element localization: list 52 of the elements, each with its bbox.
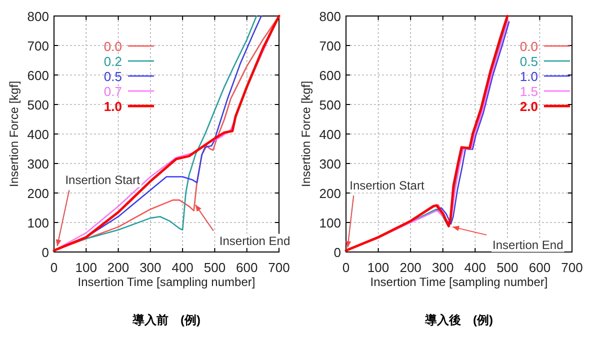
- x-axis-title: Insertion Time [sampling number]: [370, 275, 548, 289]
- y-tick-label: 300: [319, 156, 341, 172]
- y-tick-label: 800: [319, 9, 341, 24]
- legend-label: 1.5: [520, 84, 538, 99]
- y-tick-label: 300: [27, 156, 49, 172]
- x-tick-label: 400: [464, 260, 486, 275]
- legend-label: 0.0: [104, 39, 122, 54]
- y-tick-label: 700: [27, 38, 49, 54]
- legend-label: 0.2: [104, 54, 122, 69]
- annotation: Insertion End: [492, 238, 564, 252]
- y-axis-title: Insertion Force [kgf]: [299, 80, 313, 188]
- x-tick-label: 100: [367, 260, 390, 275]
- legend-label: 0.0: [520, 39, 538, 54]
- x-tick-label: 700: [268, 260, 290, 275]
- x-tick-label: 300: [432, 260, 454, 275]
- legend-label: 2.0: [520, 99, 538, 114]
- legend-label: 0.5: [520, 54, 538, 69]
- y-tick-label: 200: [27, 186, 49, 201]
- annotation: Insertion Start: [350, 178, 425, 193]
- x-tick-label: 700: [561, 260, 583, 275]
- y-tick-label: 200: [319, 186, 341, 201]
- legend-label: 1.0: [104, 99, 122, 114]
- x-tick-label: 400: [172, 260, 194, 275]
- text: 導入前 (例): [132, 313, 200, 327]
- y-tick-label: 600: [27, 68, 49, 83]
- annotation: Insertion End: [219, 234, 290, 248]
- y-tick-label: 400: [319, 127, 341, 142]
- text: 導入後 (例): [424, 313, 493, 327]
- y-tick-label: 100: [319, 216, 341, 230]
- x-tick-label: 200: [107, 260, 130, 275]
- x-tick-label: 100: [75, 260, 97, 275]
- y-tick-label: 600: [319, 68, 341, 83]
- annotation: Insertion Start: [65, 173, 141, 188]
- y-tick-label: 500: [27, 98, 49, 112]
- x-tick-label: 600: [236, 260, 258, 275]
- y-axis-title: Insertion Force [kgf]: [7, 80, 21, 188]
- y-tick-label: 0: [334, 245, 341, 260]
- x-tick-label: 500: [204, 260, 226, 275]
- y-tick-label: 800: [27, 9, 49, 24]
- y-tick-label: 400: [27, 127, 49, 142]
- y-tick-label: 700: [319, 38, 341, 54]
- x-tick-label: 500: [496, 260, 518, 275]
- y-tick-label: 500: [319, 98, 341, 112]
- x-tick-label: 200: [400, 260, 422, 275]
- legend-label: 0.7: [104, 84, 122, 99]
- y-tick-label: 100: [27, 216, 49, 230]
- x-axis-title: Insertion Time [sampling number]: [78, 275, 256, 289]
- legend-label: 1.0: [520, 69, 538, 84]
- x-tick-label: 300: [140, 260, 162, 275]
- x-tick-label: 600: [528, 260, 551, 275]
- legend-label: 0.5: [104, 69, 122, 84]
- y-tick-label: 0: [42, 245, 49, 260]
